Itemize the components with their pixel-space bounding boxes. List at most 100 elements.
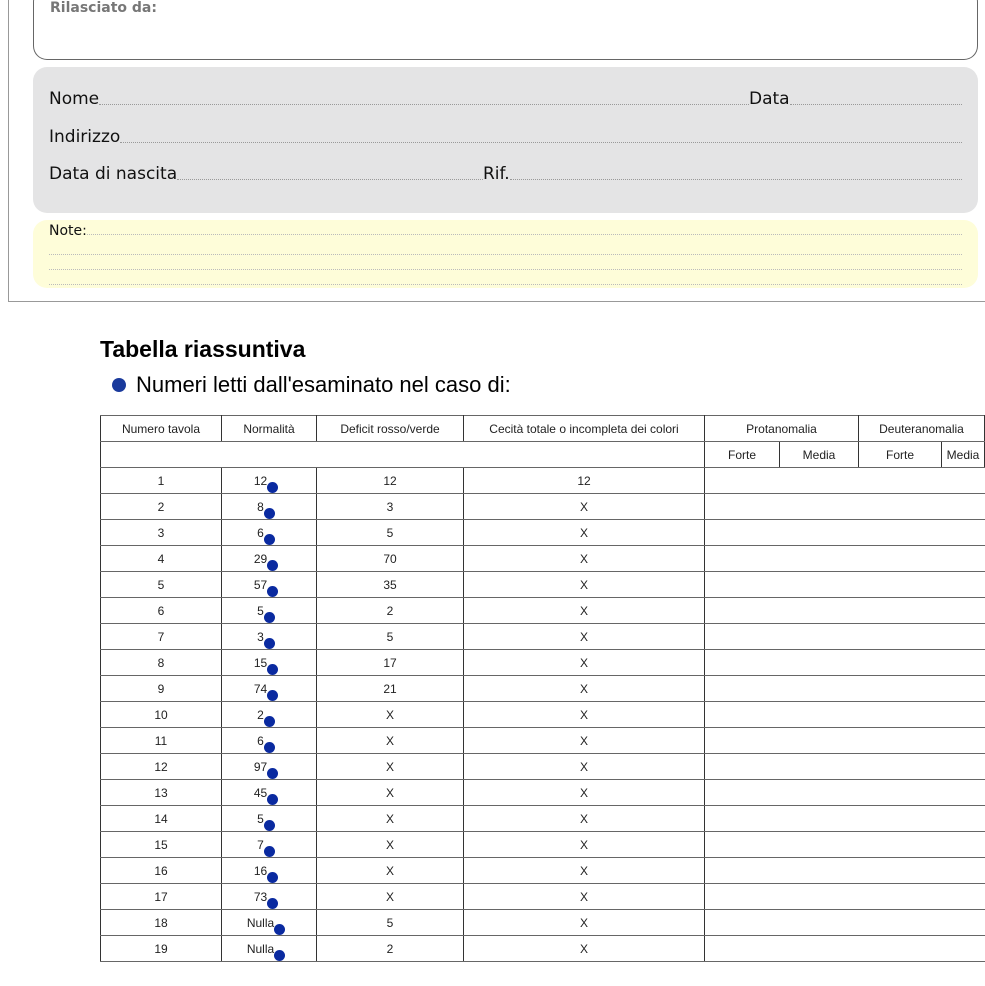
table-cell: 7 [100, 623, 222, 650]
subheader-cell: Media [779, 441, 859, 468]
cell-value: 12 [253, 473, 268, 488]
table-cell: X [463, 623, 705, 650]
table-cell: X [463, 493, 705, 520]
empty-cell [704, 493, 985, 520]
table-row: 11 6 X X [100, 727, 985, 754]
header-cell: Protanomalia [704, 415, 859, 442]
empty-cell [704, 519, 985, 546]
table-cell: X [463, 883, 705, 910]
table-cell: 70 [316, 545, 464, 572]
empty-cell [704, 753, 985, 780]
cell-value: 97 [253, 759, 268, 774]
cell-value: 6 [257, 733, 264, 748]
table-row: 17 73 X X [100, 883, 985, 910]
normal-cell: 6 [221, 519, 317, 546]
empty-cell [704, 805, 985, 832]
table-cell: 3 [100, 519, 222, 546]
cell-value: Nulla [246, 915, 275, 930]
address-label: Indirizzo [49, 127, 121, 147]
name-field[interactable]: Nome [49, 89, 749, 109]
dot-icon [267, 559, 279, 571]
ref-field[interactable]: Rif. [483, 164, 962, 184]
subheader-cell: Forte [704, 441, 780, 468]
header-cell: Normalità [221, 415, 317, 442]
table-cell: 17 [100, 883, 222, 910]
empty-cell [704, 779, 985, 806]
table-cell: 9 [100, 675, 222, 702]
patient-form: Rilasciato da: Nome Data Indirizzo Data … [8, 0, 985, 302]
table-row: 14 5 X X [100, 805, 985, 832]
header-cell: Deficit rosso/verde [316, 415, 464, 442]
dot-icon [274, 923, 286, 935]
empty-cell [704, 571, 985, 598]
cell-value: 2 [257, 707, 264, 722]
patient-info-box: Nome Data Indirizzo Data di nascita Rif. [33, 67, 978, 213]
header-cell: Numero tavola [100, 415, 222, 442]
table-cell: X [316, 831, 464, 858]
empty-cell [100, 441, 705, 468]
table-cell: 18 [100, 909, 222, 936]
table-row: 13 45 X X [100, 779, 985, 806]
table-cell: X [463, 545, 705, 572]
empty-cell [704, 727, 985, 754]
table-row: 9 74 21 X [100, 675, 985, 702]
normal-cell: Nulla [221, 909, 317, 936]
table-cell: X [316, 805, 464, 832]
table-row: 18 Nulla 5 X [100, 909, 985, 936]
empty-cell [704, 883, 985, 910]
bullet-icon [112, 378, 126, 392]
table-cell: X [463, 649, 705, 676]
notes-box[interactable]: Note: [33, 220, 978, 288]
empty-cell [704, 467, 985, 494]
table-cell: X [316, 701, 464, 728]
header-cell: Deuteranomalia [858, 415, 985, 442]
table-cell: 2 [316, 597, 464, 624]
dot-icon [267, 585, 279, 597]
summary-subtitle: Numeri letti dall'esaminato nel caso di: [112, 372, 511, 398]
normal-cell: 5 [221, 805, 317, 832]
normal-cell: 3 [221, 623, 317, 650]
date-field[interactable]: Data [749, 89, 962, 109]
table-cell: X [463, 675, 705, 702]
address-field[interactable]: Indirizzo [49, 127, 962, 147]
birth-date-field[interactable]: Data di nascita [49, 164, 483, 184]
normal-cell: 2 [221, 701, 317, 728]
empty-cell [704, 623, 985, 650]
table-cell: 3 [316, 493, 464, 520]
table-cell: X [463, 727, 705, 754]
table-cell: 5 [316, 623, 464, 650]
table-row: 10 2 X X [100, 701, 985, 728]
table-cell: 8 [100, 649, 222, 676]
normal-cell: 16 [221, 857, 317, 884]
dot-icon [263, 845, 275, 857]
table-cell: X [316, 779, 464, 806]
normal-cell: 6 [221, 727, 317, 754]
normal-cell: 7 [221, 831, 317, 858]
empty-cell [704, 909, 985, 936]
normal-cell: 5 [221, 597, 317, 624]
empty-cell [704, 649, 985, 676]
table-cell: X [316, 883, 464, 910]
notes-field[interactable]: Note: [49, 223, 962, 239]
dot-icon [263, 637, 275, 649]
table-cell: X [463, 597, 705, 624]
normal-cell: 15 [221, 649, 317, 676]
cell-value: 15 [253, 655, 268, 670]
table-cell: X [316, 753, 464, 780]
birth-label: Data di nascita [49, 164, 178, 184]
empty-cell [704, 675, 985, 702]
table-row: 16 16 X X [100, 857, 985, 884]
table-row: 15 7 X X [100, 831, 985, 858]
table-cell: X [316, 857, 464, 884]
subtitle-text: Numeri letti dall'esaminato nel caso di: [136, 372, 511, 397]
dot-icon [263, 533, 275, 545]
normal-cell: Nulla [221, 935, 317, 962]
empty-cell [704, 831, 985, 858]
table-cell: X [463, 831, 705, 858]
table-cell: X [463, 909, 705, 936]
ref-label: Rif. [483, 164, 510, 184]
cell-value: 29 [253, 551, 268, 566]
empty-cell [704, 701, 985, 728]
